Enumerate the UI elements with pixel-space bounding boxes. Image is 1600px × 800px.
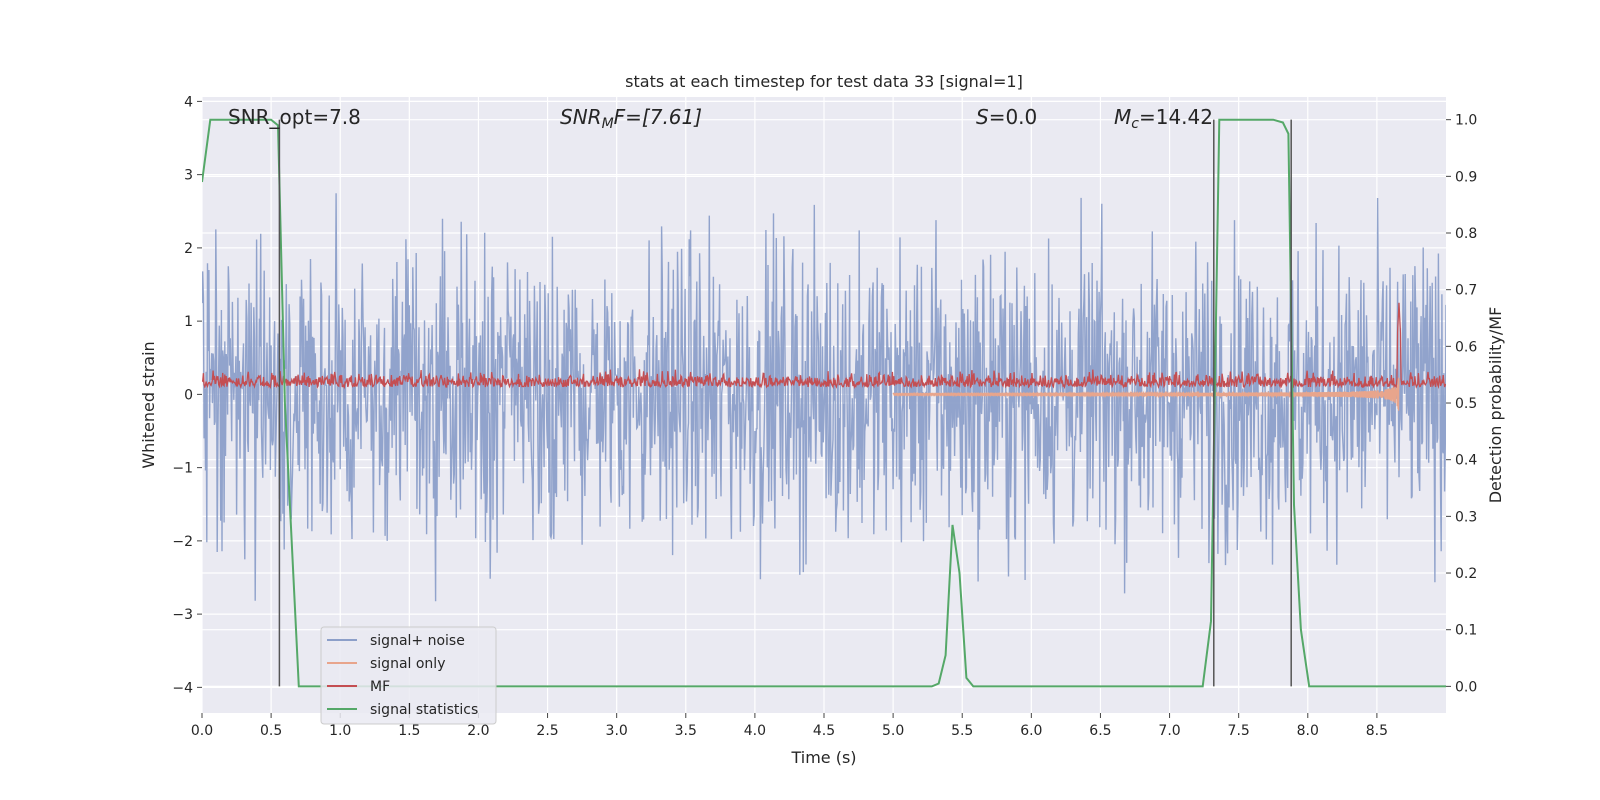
x-tick-label: 8.5: [1366, 723, 1388, 739]
ticks: 0.0 0.5 1.0 1.5 2.0 2.5 3.0 3.5 4.0 4.5 5.0 5.5 6.0 6…: [172, 94, 1477, 739]
x-tick-label: 8.0: [1297, 723, 1319, 739]
y-left-tick-label: −1: [172, 461, 193, 477]
vlines: [278, 119, 1292, 687]
x-tick-label: 4.5: [813, 723, 835, 739]
x-tick-label: 1.0: [329, 723, 351, 739]
chart-title: stats at each timestep for test data 33 …: [625, 72, 1023, 91]
y-left-tick-label: −2: [172, 534, 193, 550]
x-tick-label: 3.0: [606, 723, 628, 739]
series-mf: [202, 302, 1446, 390]
y-left-tick-label: 3: [184, 168, 193, 184]
series-signal-statistics: [202, 118, 1446, 688]
y-axis-label-left: Whitened strain: [139, 341, 158, 468]
legend: signal+ noise signal only MF signal stat…: [320, 626, 497, 725]
series-layer: [202, 118, 1446, 688]
y-right-tick-label: 0.2: [1455, 566, 1477, 582]
y-right-tick-label: 0.5: [1455, 396, 1477, 412]
series-signal-noise: [202, 193, 1446, 602]
x-tick-label: 2.5: [536, 723, 558, 739]
y-right-tick-label: 0.7: [1455, 283, 1477, 299]
annotation-snr-opt: SNR_opt=7.8: [228, 105, 361, 129]
x-tick-label: 6.0: [1020, 723, 1042, 739]
series-signal-only: [892, 377, 1400, 411]
y-right-tick-label: 0.3: [1455, 509, 1477, 525]
y-left-tick-label: 1: [184, 314, 193, 330]
x-tick-label: 2.0: [467, 723, 489, 739]
annotation-mc: Mc=14.42: [1114, 105, 1213, 132]
y-right-tick-label: 0.9: [1455, 169, 1477, 185]
y-right-tick-label: 0.6: [1455, 339, 1477, 355]
x-tick-label: 3.5: [675, 723, 697, 739]
y-axis-label-right: Detection probability/MF: [1486, 307, 1505, 504]
y-right-tick-label: 1.0: [1455, 113, 1477, 129]
x-tick-label: 0.5: [260, 723, 282, 739]
x-axis-label: Time (s): [790, 748, 856, 767]
y-right-tick-label: 0.4: [1455, 453, 1477, 469]
legend-label-signal-noise: signal+ noise: [370, 633, 465, 649]
y-left-tick-label: 2: [184, 241, 193, 257]
legend-label-signal-statistics: signal statistics: [370, 702, 478, 718]
legend-label-signal-only: signal only: [370, 656, 445, 672]
x-tick-label: 5.0: [882, 723, 904, 739]
y-left-tick-label: 0: [184, 387, 193, 403]
x-tick-label: 4.0: [744, 723, 766, 739]
y-left-tick-label: 4: [184, 94, 193, 110]
x-tick-label: 7.5: [1228, 723, 1250, 739]
y-right-tick-label: 0.1: [1455, 623, 1477, 639]
x-tick-label: 0.0: [191, 723, 213, 739]
y-right-tick-label: 0.0: [1455, 679, 1477, 695]
x-tick-label: 7.0: [1158, 723, 1180, 739]
legend-box: [320, 626, 497, 725]
x-tick-label: 1.5: [398, 723, 420, 739]
legend-label-mf: MF: [370, 679, 390, 695]
y-left-tick-label: −4: [172, 680, 193, 696]
y-left-tick-label: −3: [172, 607, 193, 623]
x-tick-label: 6.5: [1089, 723, 1111, 739]
annotation-s-value: S=0.0: [976, 105, 1037, 129]
x-tick-label: 5.5: [951, 723, 973, 739]
annotation-snr-mf: SNRMF=[7.61]: [560, 105, 702, 132]
y-right-tick-label: 0.8: [1455, 226, 1477, 242]
